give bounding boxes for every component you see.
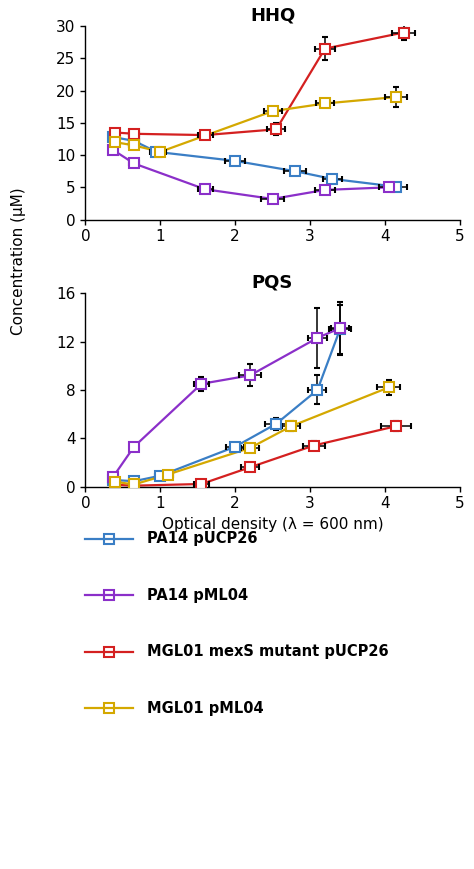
Title: PQS: PQS xyxy=(252,274,293,292)
X-axis label: Optical density (λ = 600 nm): Optical density (λ = 600 nm) xyxy=(162,517,383,532)
Text: PA14 pML04: PA14 pML04 xyxy=(147,587,248,603)
Text: Concentration (μM): Concentration (μM) xyxy=(11,187,27,335)
Text: MGL01 mexS mutant pUCP26: MGL01 mexS mutant pUCP26 xyxy=(147,644,389,660)
Text: PA14 pUCP26: PA14 pUCP26 xyxy=(147,531,257,547)
Text: MGL01 pML04: MGL01 pML04 xyxy=(147,700,264,716)
Title: HHQ: HHQ xyxy=(250,6,295,24)
